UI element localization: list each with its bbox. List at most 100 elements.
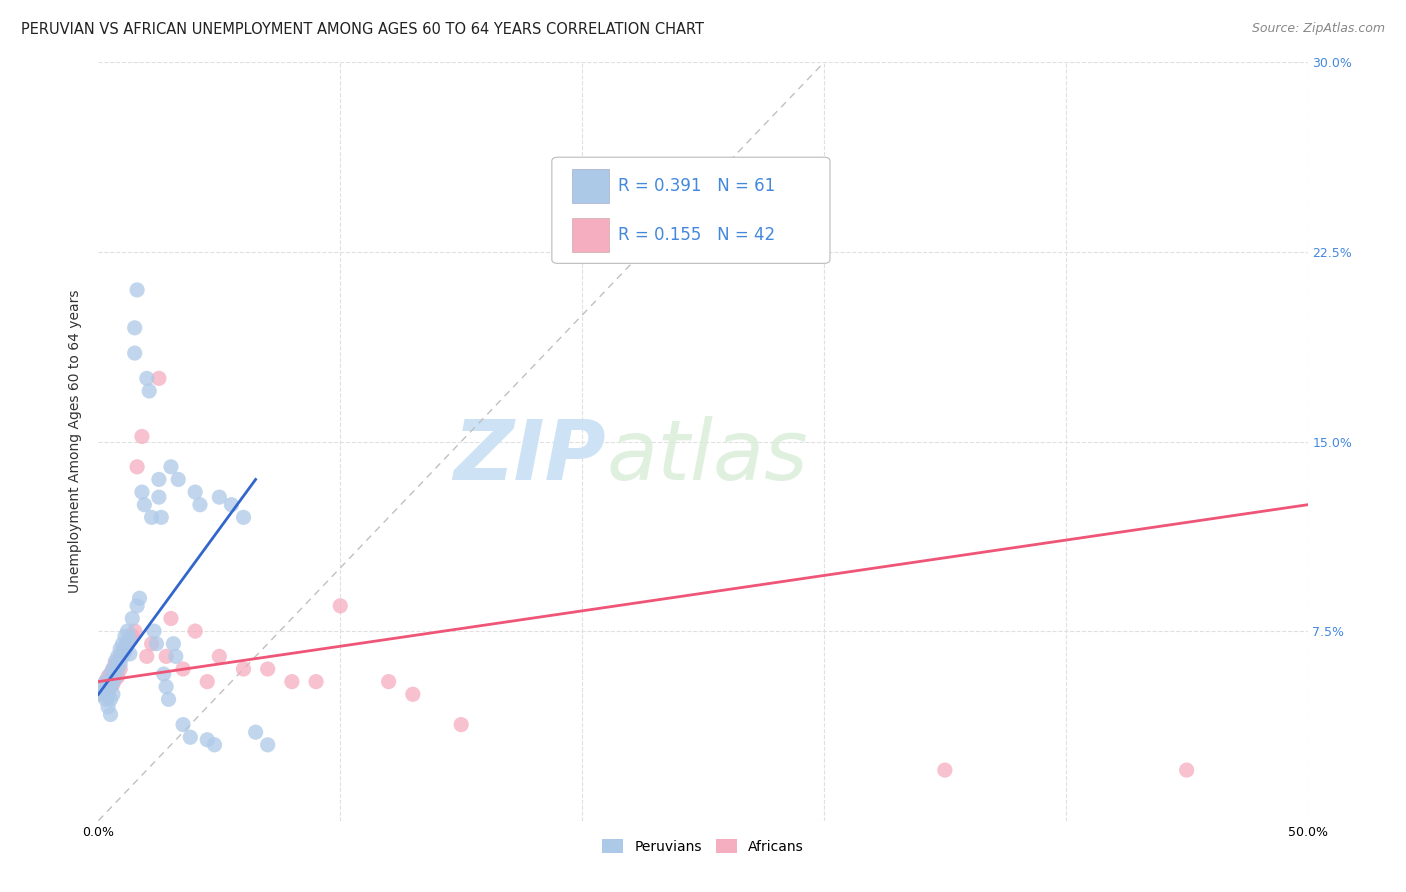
Point: [111, 649, 134, 664]
Point: [145, 637, 167, 651]
Text: R = 0.391   N = 61: R = 0.391 N = 61: [619, 177, 776, 194]
Point: [124, 346, 146, 360]
Point: [117, 637, 139, 651]
Point: [100, 680, 122, 694]
Point: [101, 677, 124, 691]
Point: [127, 283, 149, 297]
Point: [148, 473, 170, 487]
Text: Source: ZipAtlas.com: Source: ZipAtlas.com: [1251, 22, 1385, 36]
Point: [94, 674, 117, 689]
Point: [100, 667, 122, 681]
Point: [121, 629, 143, 643]
Point: [114, 644, 136, 658]
Point: [138, 384, 160, 398]
FancyBboxPatch shape: [572, 218, 609, 252]
Point: [305, 674, 328, 689]
Point: [101, 687, 124, 701]
Point: [450, 717, 472, 731]
Point: [124, 320, 146, 334]
Point: [134, 498, 156, 512]
Point: [121, 611, 143, 625]
Point: [152, 667, 174, 681]
Point: [107, 655, 129, 669]
Point: [91, 682, 114, 697]
Point: [160, 459, 183, 474]
Point: [245, 725, 267, 739]
Point: [155, 680, 177, 694]
Text: ZIP: ZIP: [454, 417, 606, 497]
Point: [127, 459, 149, 474]
Point: [104, 657, 127, 671]
FancyBboxPatch shape: [572, 169, 609, 202]
Point: [135, 371, 157, 385]
Point: [101, 662, 124, 676]
Point: [108, 649, 131, 664]
Point: [135, 649, 157, 664]
Point: [117, 624, 139, 639]
Point: [402, 687, 425, 701]
Point: [167, 473, 190, 487]
Point: [107, 662, 129, 676]
Point: [104, 672, 127, 686]
Point: [108, 641, 131, 656]
Point: [377, 674, 399, 689]
Point: [256, 662, 278, 676]
Point: [90, 687, 112, 701]
Y-axis label: Unemployment Among Ages 60 to 64 years: Unemployment Among Ages 60 to 64 years: [69, 290, 83, 593]
Point: [143, 624, 166, 639]
Point: [131, 485, 153, 500]
Point: [131, 429, 153, 443]
Point: [101, 662, 124, 676]
Point: [184, 485, 207, 500]
Point: [100, 707, 122, 722]
Point: [172, 662, 194, 676]
Point: [118, 632, 141, 646]
Point: [107, 669, 129, 683]
Point: [94, 674, 117, 689]
Point: [179, 730, 201, 744]
Point: [124, 624, 146, 639]
Point: [188, 498, 211, 512]
Point: [148, 490, 170, 504]
Point: [97, 682, 120, 697]
Point: [114, 629, 136, 643]
Point: [232, 662, 254, 676]
Point: [111, 637, 134, 651]
Point: [117, 637, 139, 651]
Point: [128, 591, 150, 606]
Point: [118, 632, 141, 646]
Point: [148, 371, 170, 385]
Point: [141, 637, 163, 651]
Point: [100, 692, 122, 706]
Point: [150, 510, 173, 524]
Point: [104, 669, 127, 683]
Point: [165, 649, 187, 664]
Point: [90, 687, 112, 701]
Text: R = 0.155   N = 42: R = 0.155 N = 42: [619, 226, 776, 244]
Point: [104, 655, 127, 669]
Point: [97, 699, 120, 714]
Point: [100, 667, 122, 681]
Point: [195, 732, 218, 747]
Point: [281, 674, 304, 689]
Point: [208, 649, 231, 664]
Point: [934, 763, 956, 777]
Point: [162, 637, 184, 651]
Point: [204, 738, 226, 752]
Point: [221, 498, 243, 512]
Point: [127, 599, 149, 613]
Point: [94, 692, 117, 706]
Point: [157, 692, 180, 706]
Point: [101, 674, 124, 689]
Point: [108, 662, 131, 676]
Point: [208, 490, 231, 504]
Point: [172, 717, 194, 731]
Point: [160, 611, 183, 625]
Text: PERUVIAN VS AFRICAN UNEMPLOYMENT AMONG AGES 60 TO 64 YEARS CORRELATION CHART: PERUVIAN VS AFRICAN UNEMPLOYMENT AMONG A…: [21, 22, 704, 37]
Point: [108, 657, 131, 671]
Point: [107, 649, 129, 664]
Point: [256, 738, 278, 752]
Point: [97, 669, 120, 683]
Point: [111, 644, 134, 658]
Point: [100, 680, 122, 694]
